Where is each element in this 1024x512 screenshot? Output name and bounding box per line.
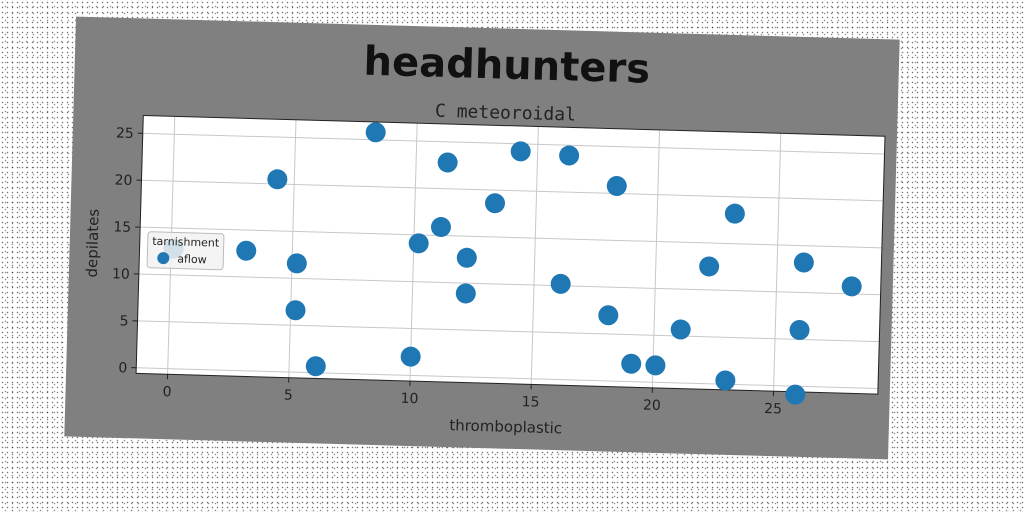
scatter-point: [670, 319, 691, 340]
y-gridline: [140, 226, 882, 249]
legend-marker: [157, 252, 170, 265]
x-gridline: [288, 119, 297, 378]
y-gridline: [141, 179, 884, 202]
scatter-point: [485, 193, 506, 214]
scatter-point: [285, 300, 306, 321]
x-tick-label: 20: [643, 398, 661, 414]
x-gridline: [651, 129, 661, 388]
scatter-point: [550, 273, 571, 294]
plot-frame: [135, 114, 886, 395]
scatter-point: [621, 353, 642, 374]
y-tick-label: 0: [118, 360, 127, 376]
chart-figure: headhunters C meteoroidal 0 5 10 15 20 25 0 5 10 15…: [64, 16, 900, 460]
x-gridline: [530, 126, 539, 385]
scatter-point: [400, 346, 421, 367]
scatter-point: [305, 356, 326, 377]
scatter-point: [437, 152, 458, 173]
x-tick-label: 0: [162, 384, 171, 400]
x-axis-label: thromboplastic: [449, 416, 562, 437]
chart-subtitle: C meteoroidal: [435, 101, 576, 126]
y-tick-label: 15: [113, 219, 131, 235]
scatter-point: [715, 370, 736, 391]
scatter-point: [645, 355, 666, 376]
scatter-point: [510, 141, 531, 162]
y-gridline: [138, 273, 881, 296]
x-gridline: [773, 133, 782, 392]
scatter-point: [236, 240, 257, 261]
x-gridline: [409, 123, 418, 382]
x-tick-label: 10: [400, 391, 418, 407]
y-axis-label: depilates: [83, 208, 103, 277]
y-tick-label: 10: [112, 266, 130, 282]
legend-entry-label: aflow: [177, 253, 207, 267]
scatter-point: [724, 203, 745, 224]
y-tick-label: 5: [119, 313, 128, 329]
scatter-point: [456, 247, 477, 268]
scatter-point: [267, 169, 288, 190]
scatter-point: [841, 276, 862, 297]
y-tick-label: 25: [116, 126, 134, 142]
scatter-point: [365, 122, 386, 143]
scatter-point: [598, 305, 619, 326]
scatter-point: [699, 256, 720, 277]
scatter-point: [789, 319, 810, 340]
scatter-point: [785, 384, 806, 405]
y-tick-label: 20: [114, 172, 132, 188]
chart-title: headhunters: [363, 39, 651, 93]
y-gridline: [136, 367, 878, 389]
x-tick-label: 15: [522, 394, 540, 410]
y-gridline: [142, 132, 885, 155]
scatter-point: [559, 145, 580, 166]
scatter-chart: headhunters C meteoroidal 0 5 10 15 20 25 0 5 10 15…: [83, 39, 886, 437]
x-tick-label: 25: [764, 401, 782, 417]
y-gridline: [137, 320, 880, 343]
scatter-point: [793, 252, 814, 273]
legend-title: tarnishment: [152, 235, 220, 250]
x-tick-label: 5: [284, 388, 293, 404]
scatter-point: [408, 233, 429, 254]
scatter-point: [455, 283, 476, 304]
scatter-point: [430, 217, 451, 238]
scatter-point: [606, 175, 627, 196]
scatter-point: [286, 253, 307, 274]
